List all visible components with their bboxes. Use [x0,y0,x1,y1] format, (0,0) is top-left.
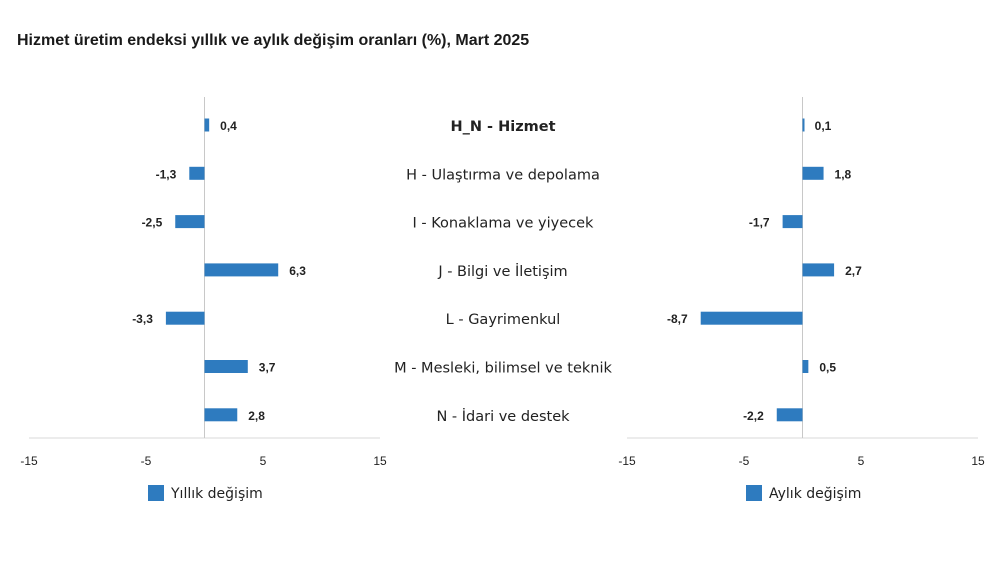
category-label: H - Ulaştırma ve depolama [406,167,600,183]
bar [204,408,238,422]
x-tick-label: -5 [739,454,750,468]
data-label: -2,2 [743,409,764,423]
x-tick-label: 15 [373,454,387,468]
panel-annual: -15 -5 5 15 0,4 -1,3 -2,5 6,3 -3,3 3,7 2,8 Yıllık d… [20,97,387,502]
legend-swatch [148,485,164,501]
panel-monthly: -15 -5 5 15 0,1 1,8 -1,7 2,7 -8,7 0,5 -2,2 Aylık de… [618,97,985,502]
data-label: 0,5 [819,361,836,375]
data-label: -8,7 [667,312,688,326]
bar [165,311,205,325]
legend: Aylık değişim [746,485,861,502]
category-label: H_N - Hizmet [450,119,555,135]
bar [175,215,205,229]
data-label: -1,7 [749,216,770,230]
bar [204,263,279,277]
data-label: 2,8 [248,409,265,423]
category-label: M - Mesleki, bilimsel ve teknik [394,361,612,377]
category-label: J - Bilgi ve İletişim [437,262,567,280]
category-label: N - İdari ve destek [436,407,570,425]
data-label: -3,3 [132,312,153,326]
data-label: 3,7 [259,361,276,375]
data-label: 0,4 [220,119,237,133]
bar [204,360,248,373]
x-tick-label: -15 [20,454,38,468]
data-label: 0,1 [815,119,832,133]
bar [802,118,805,132]
data-label: -2,5 [142,216,163,230]
data-label: -1,3 [156,167,177,181]
x-tick-label: -15 [618,454,636,468]
data-label: 2,7 [845,264,862,278]
legend-label: Aylık değişim [769,486,861,502]
x-tick-label: 5 [260,454,267,468]
bar [204,118,210,132]
x-tick-label: 15 [971,454,985,468]
data-label: 6,3 [289,264,306,278]
category-label: L - Gayrimenkul [446,312,561,328]
data-label: 1,8 [835,167,852,181]
legend-label: Yıllık değişim [170,486,263,502]
bar [802,166,824,180]
category-label: I - Konaklama ve yiyecek [413,216,595,232]
bar [189,166,205,180]
legend-swatch [746,485,762,501]
bar [776,408,803,422]
bar [802,360,809,373]
bar [802,263,835,277]
bar [782,215,803,229]
bar [700,311,803,325]
chart-title: Hizmet üretim endeksi yıllık ve aylık de… [17,32,529,49]
x-tick-label: 5 [858,454,865,468]
x-tick-label: -5 [141,454,152,468]
legend: Yıllık değişim [148,485,263,502]
